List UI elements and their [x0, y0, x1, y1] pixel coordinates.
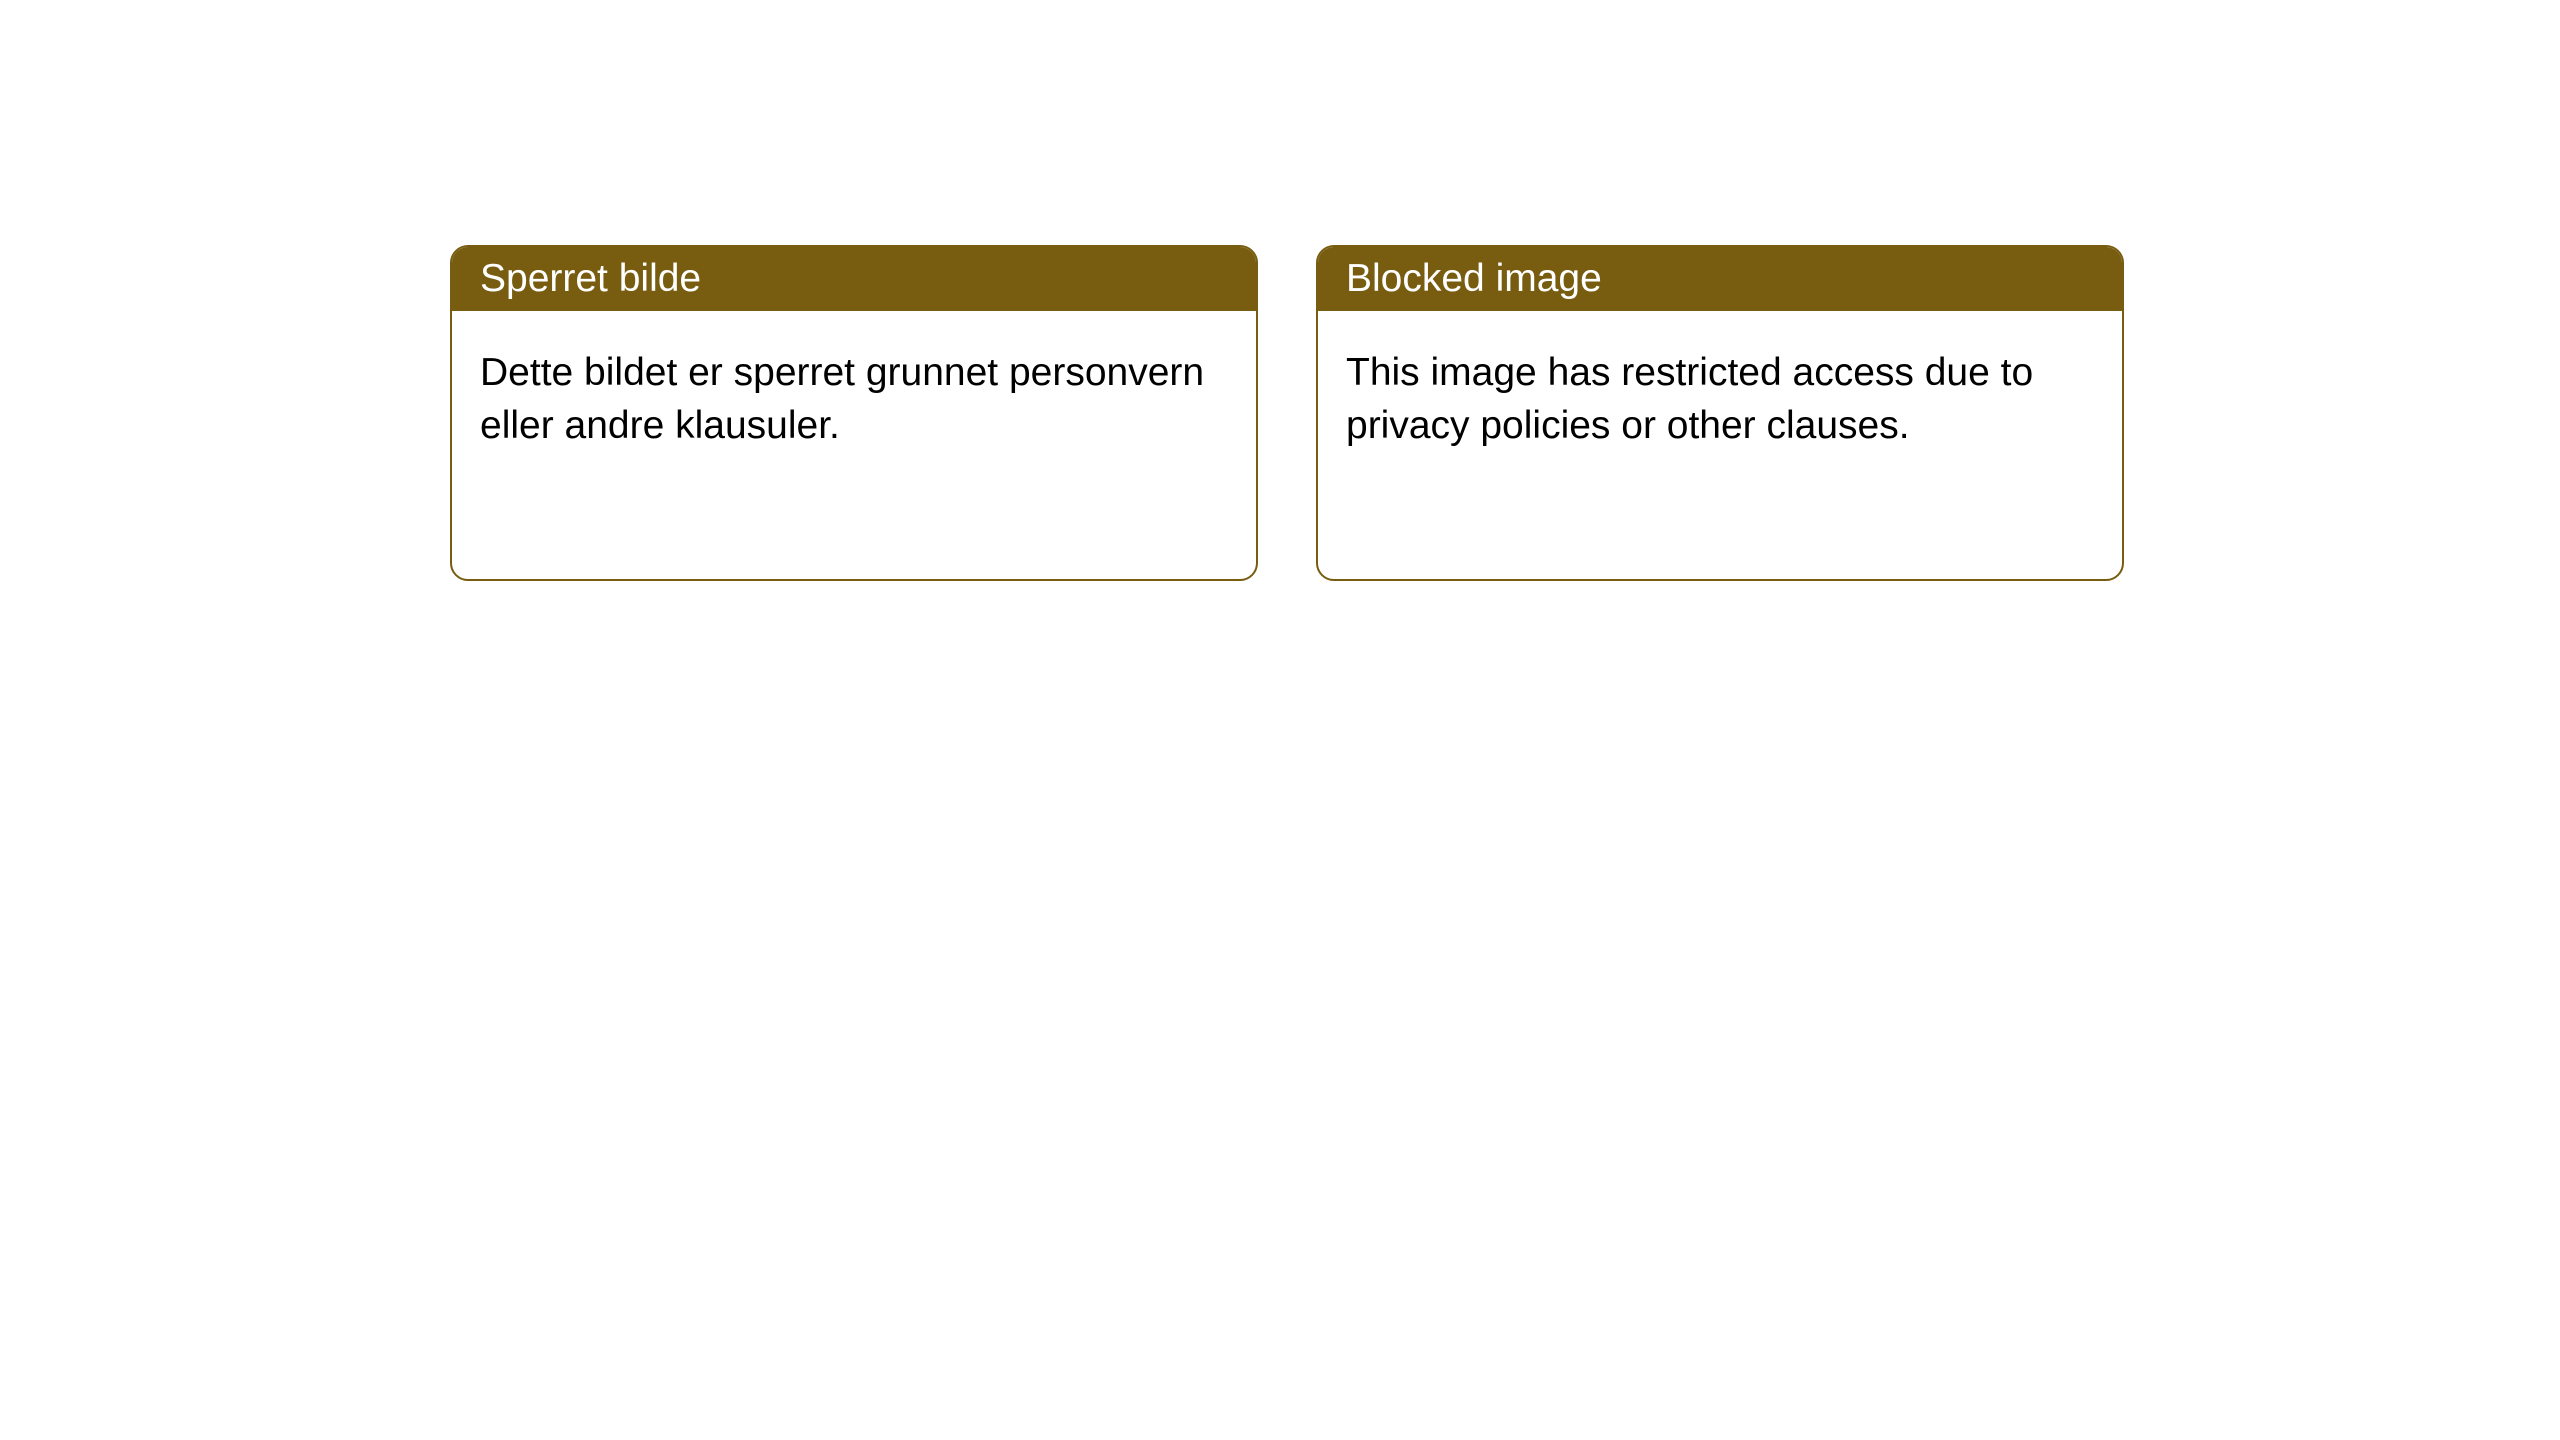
notice-card-body: Dette bildet er sperret grunnet personve… — [452, 311, 1256, 488]
notice-title: Blocked image — [1346, 257, 1602, 300]
notice-card-header: Sperret bilde — [452, 247, 1256, 311]
notice-title: Sperret bilde — [480, 257, 701, 300]
notice-container: Sperret bilde Dette bildet er sperret gr… — [0, 0, 2560, 581]
notice-card-body: This image has restricted access due to … — [1318, 311, 2122, 488]
notice-message: This image has restricted access due to … — [1346, 351, 2033, 447]
notice-card-english: Blocked image This image has restricted … — [1316, 245, 2124, 581]
notice-message: Dette bildet er sperret grunnet personve… — [480, 351, 1204, 447]
notice-card-header: Blocked image — [1318, 247, 2122, 311]
notice-card-norwegian: Sperret bilde Dette bildet er sperret gr… — [450, 245, 1258, 581]
